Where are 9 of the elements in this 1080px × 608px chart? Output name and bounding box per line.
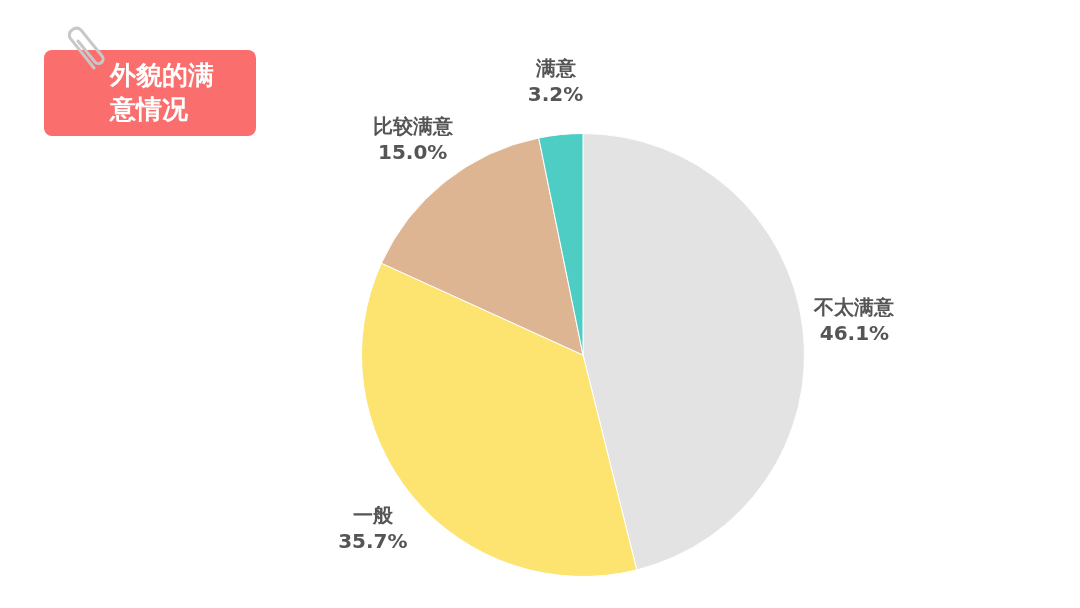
slice-label: 不太满意 bbox=[813, 294, 896, 319]
data-label: 3.2% bbox=[527, 82, 584, 107]
slice-label: 比较满意 bbox=[372, 114, 454, 139]
slice-label: 满意 bbox=[534, 56, 577, 81]
slice-label: 一般 bbox=[352, 503, 394, 528]
data-label: 15.0% bbox=[377, 140, 448, 165]
data-label: 46.1% bbox=[819, 320, 890, 345]
data-label: 35.7% bbox=[338, 529, 408, 554]
text: 外貌的满意情况 bbox=[44, 50, 256, 136]
